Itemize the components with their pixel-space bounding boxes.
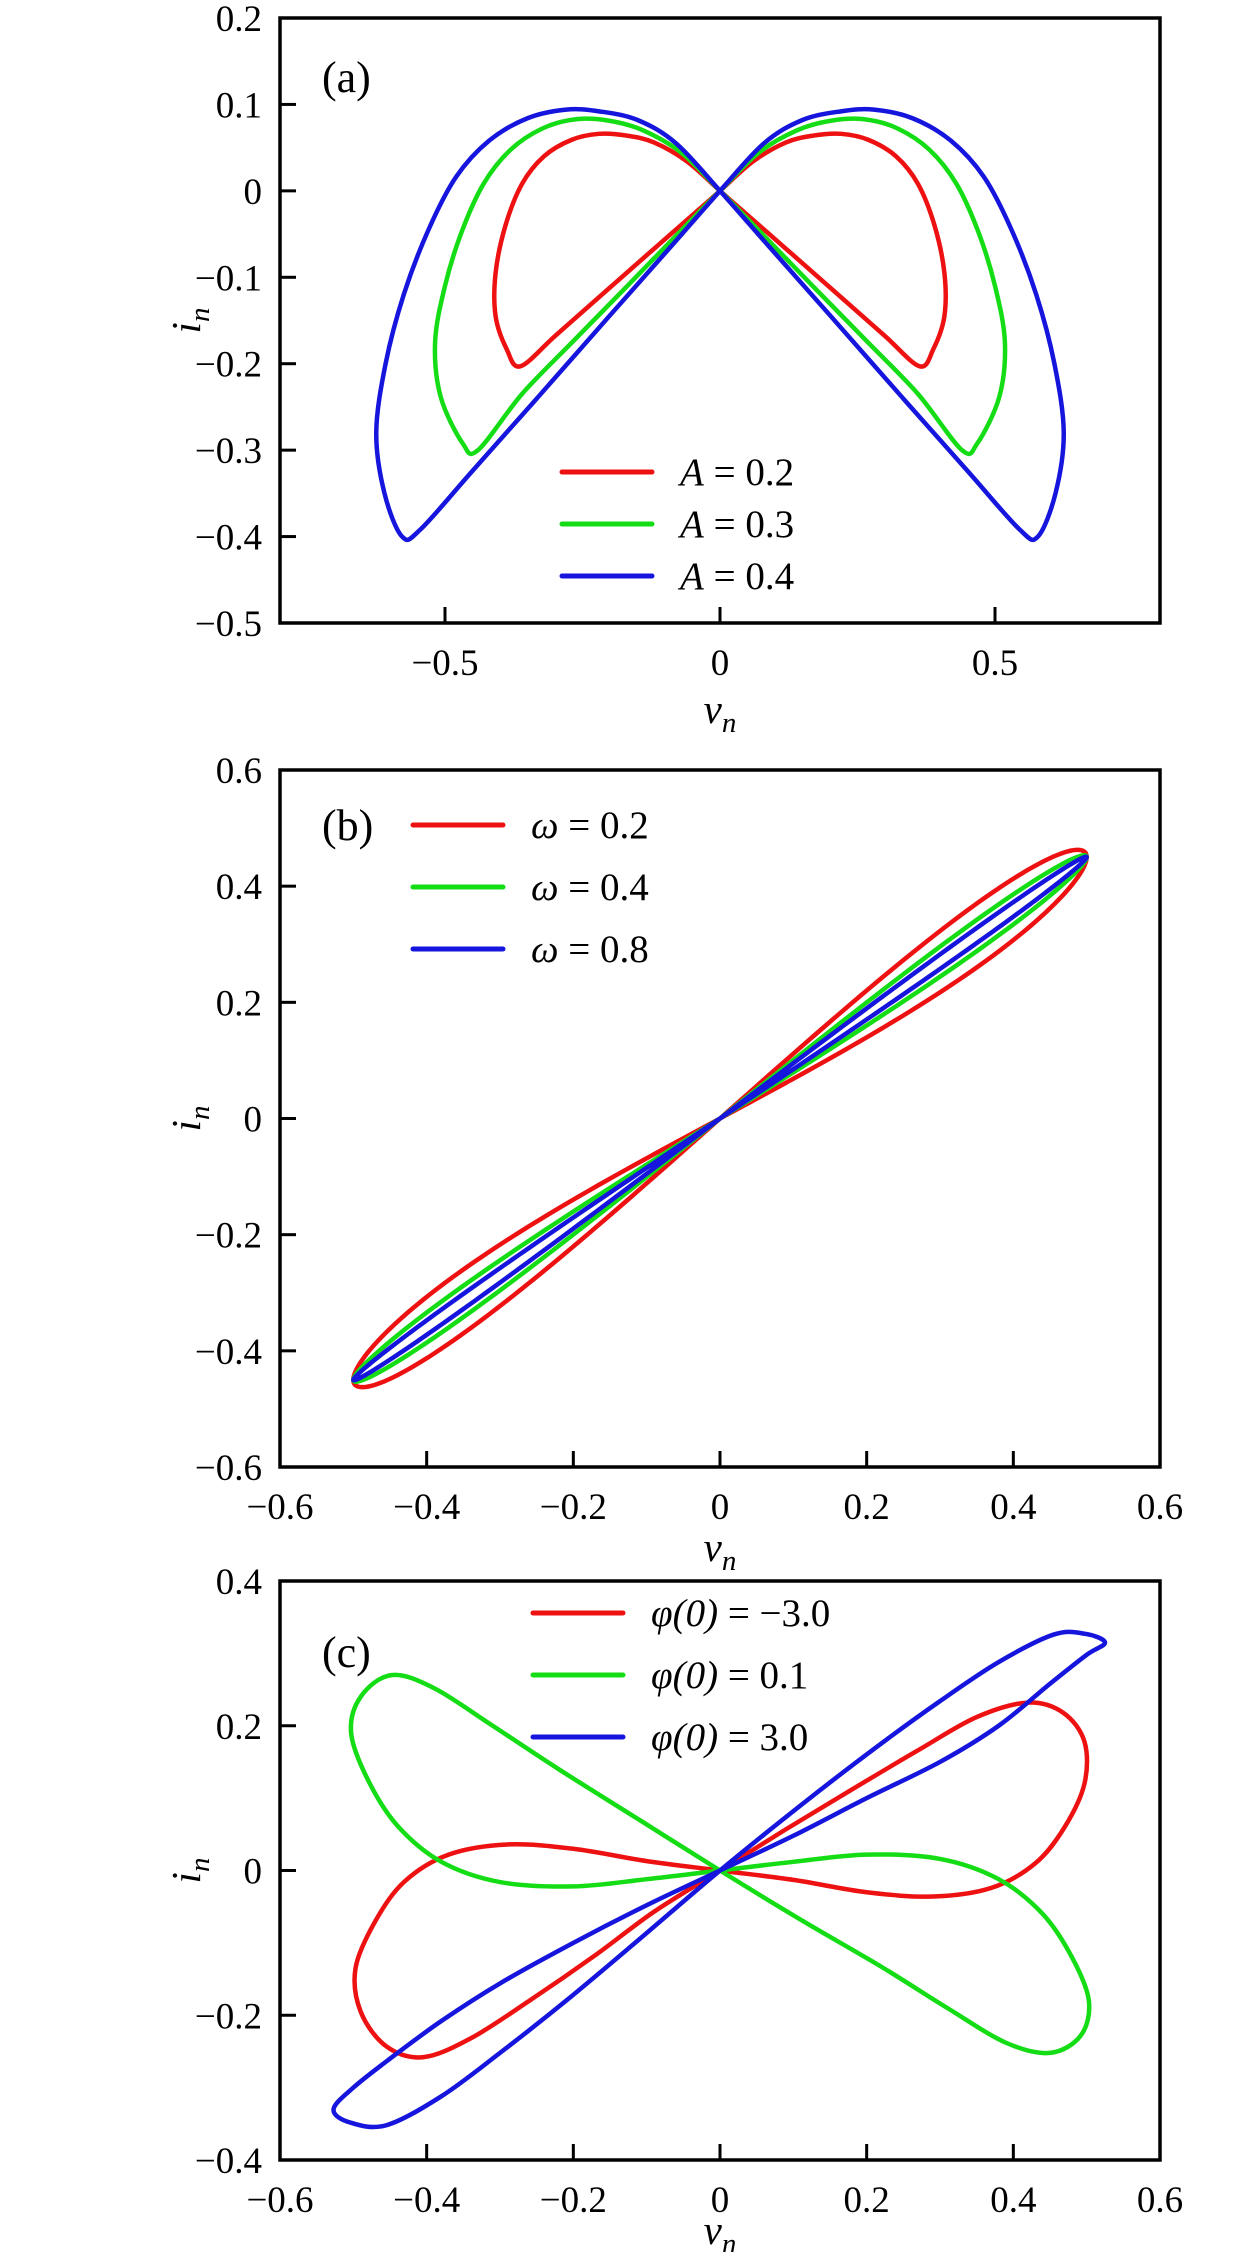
- x-tick-label: 0: [711, 1487, 730, 1528]
- y-tick-label: 0.2: [216, 983, 262, 1024]
- x-tick-label: 0.6: [1137, 2180, 1183, 2221]
- series-curve: [331, 1629, 1108, 2130]
- y-tick-label: −0.4: [195, 2141, 262, 2182]
- series-curve: [492, 131, 948, 369]
- y-tick-label: −0.3: [195, 431, 262, 472]
- panel-tag: (c): [322, 1628, 371, 1677]
- x-tick-label: 0.4: [990, 1487, 1036, 1528]
- y-tick-label: 0.2: [216, 1707, 262, 1748]
- legend-label: φ(0) = 0.1: [651, 1654, 808, 1697]
- y-tick-label: −0.6: [195, 1448, 262, 1489]
- x-tick-label: 0: [711, 643, 730, 684]
- x-tick-label: 0.2: [844, 1487, 890, 1528]
- series-curve: [432, 116, 1008, 457]
- legend-label: A = 0.2: [677, 451, 794, 494]
- x-tick-label: −0.4: [393, 1487, 460, 1528]
- panel-tag: (b): [322, 801, 373, 850]
- panel-b: −0.6 −0.4 −0.2 0 0.2 0.4 0.6 0.6 0.4 0.2 0 −0.2 −0.4…: [163, 751, 1183, 1577]
- y-tick-label: 0: [244, 172, 263, 213]
- y-tick-label: −0.4: [195, 1332, 262, 1373]
- legend-label: φ(0) = −3.0: [651, 1592, 830, 1635]
- x-tick-label: 0.5: [972, 643, 1018, 684]
- y-tick-label: 0.4: [216, 867, 262, 908]
- x-tick-label: −0.6: [246, 2180, 313, 2221]
- legend-label: ω = 0.4: [531, 866, 649, 909]
- y-tick-label: −0.4: [195, 518, 262, 559]
- legend-label: A = 0.3: [677, 503, 794, 546]
- y-tick-label: −0.2: [195, 1996, 262, 2037]
- y-tick-label: 0.6: [216, 751, 262, 792]
- x-tick-label: −0.4: [393, 2180, 460, 2221]
- y-axis-label: in: [163, 308, 216, 334]
- y-tick-label: 0.1: [216, 85, 262, 126]
- x-axis-label: vn: [704, 1524, 737, 1577]
- legend-label: ω = 0.8: [531, 928, 649, 971]
- y-tick-label: 0.4: [216, 1562, 262, 1603]
- x-axis-label: vn: [704, 686, 737, 739]
- x-tick-label: 0.6: [1137, 1487, 1183, 1528]
- y-tick-label: 0: [244, 1852, 263, 1893]
- x-tick-label: −0.2: [540, 2180, 607, 2221]
- y-tick-label: 0.2: [216, 0, 262, 40]
- legend-label: φ(0) = 3.0: [651, 1716, 808, 1759]
- series-curve: [373, 106, 1067, 543]
- panel-tag: (a): [322, 53, 371, 102]
- x-tick-label: 0: [711, 2180, 730, 2221]
- x-tick-label: −0.5: [411, 643, 478, 684]
- x-axis-label: vn: [704, 2207, 737, 2252]
- legend-label: A = 0.4: [677, 555, 794, 598]
- x-tick-label: 0.4: [990, 2180, 1036, 2221]
- legend-label: ω = 0.2: [531, 804, 649, 847]
- x-tick-label: −0.6: [246, 1487, 313, 1528]
- x-tick-label: 0.2: [844, 2180, 890, 2221]
- y-tick-label: −0.1: [195, 258, 262, 299]
- y-tick-label: −0.5: [195, 604, 262, 645]
- panel-a: −0.5 0 0.5 0.2 0.1 0 −0.1 −0.2 −0.3 −0.4 −0.5 vn in (…: [163, 0, 1162, 739]
- y-axis-label: in: [163, 1106, 216, 1132]
- y-tick-label: 0: [244, 1100, 263, 1141]
- y-tick-label: −0.2: [195, 345, 262, 386]
- y-axis-label: in: [163, 1858, 216, 1884]
- x-tick-label: −0.2: [540, 1487, 607, 1528]
- panel-c: −0.6 −0.4 −0.2 0 0.2 0.4 0.60.40.20−0.2−0.4vni…: [163, 1562, 1183, 2252]
- series-curve: [351, 854, 1089, 1383]
- y-tick-label: −0.2: [195, 1216, 262, 1257]
